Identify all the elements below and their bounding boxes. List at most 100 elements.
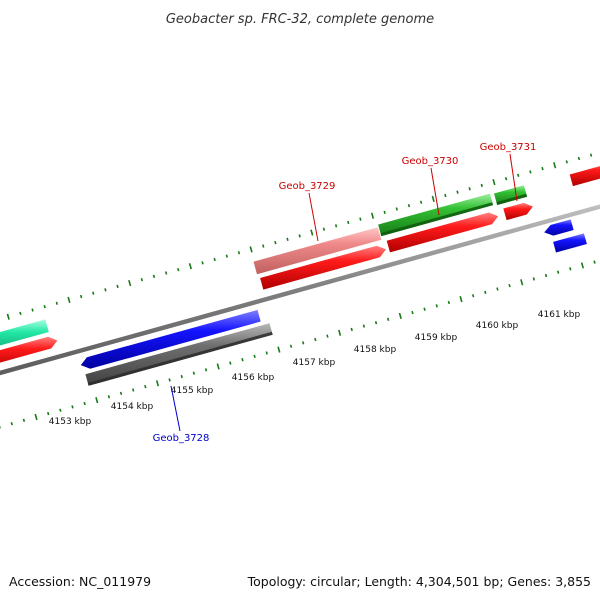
tick-mark-inner — [497, 288, 498, 291]
kbp-label: 4154 kbp — [111, 402, 154, 412]
feature-track — [0, 161, 600, 386]
tick-mark-inner — [436, 304, 437, 307]
tick-mark-inner — [315, 338, 316, 341]
tick-mark-outer — [530, 171, 531, 174]
gene-label: Geob_3731 — [480, 142, 537, 153]
tick-mark-inner — [230, 362, 231, 365]
tick-mark-inner — [546, 274, 547, 277]
genome-backbone — [0, 195, 600, 381]
tick-mark-inner — [351, 328, 352, 331]
tick-mark-inner — [473, 294, 474, 297]
tick-mark-outer — [348, 221, 349, 224]
tick-mark-inner — [84, 402, 85, 405]
tick-mark-inner — [217, 364, 219, 370]
tick-mark-inner — [570, 267, 571, 270]
tick-mark-inner — [278, 347, 280, 353]
tick-mark-inner — [121, 392, 122, 395]
tick-mark-outer — [311, 230, 313, 236]
tick-mark-inner — [339, 330, 341, 336]
tick-mark-inner — [254, 355, 255, 358]
tick-mark-inner — [327, 335, 328, 338]
tick-mark-outer — [141, 278, 142, 281]
tick-mark-outer — [202, 261, 203, 264]
tick-mark-outer — [263, 245, 264, 248]
tick-mark-inner — [60, 409, 61, 412]
tick-mark-outer — [554, 162, 556, 168]
tick-mark-inner — [388, 318, 389, 321]
tick-mark-outer — [250, 247, 252, 253]
kbp-label: 4161 kbp — [538, 310, 581, 320]
tick-mark-inner — [448, 301, 449, 304]
kbp-label: 4157 kbp — [293, 358, 336, 368]
kbp-label: 4156 kbp — [232, 373, 275, 383]
tick-mark-inner — [169, 378, 170, 381]
tick-mark-inner — [96, 397, 98, 403]
gene-label: Geob_3730 — [402, 156, 459, 167]
backbone-line — [0, 195, 600, 381]
tick-mark-inner — [266, 352, 267, 355]
tick-mark-inner — [594, 261, 595, 264]
tick-mark-outer — [324, 228, 325, 231]
tick-mark-outer — [214, 258, 215, 261]
tick-mark-inner — [521, 279, 523, 285]
tick-mark-inner — [485, 291, 486, 294]
gene-bar-blue-11 — [553, 233, 587, 252]
tick-mark-outer — [579, 157, 580, 160]
tick-mark-outer — [493, 179, 495, 185]
tick-mark-inner — [558, 271, 559, 274]
tick-mark-outer — [226, 255, 227, 258]
tick-mark-inner — [376, 321, 377, 324]
tick-mark-inner — [400, 313, 402, 319]
kbp-label: 4160 kbp — [476, 321, 519, 331]
kbp-label: 4159 kbp — [415, 333, 458, 343]
tick-mark-outer — [81, 295, 82, 298]
tick-mark-outer — [117, 285, 118, 288]
gene-label-leader — [431, 168, 439, 215]
tick-mark-inner — [509, 284, 510, 287]
tick-mark-inner — [72, 405, 73, 408]
tick-mark-outer — [178, 268, 179, 271]
tick-mark-inner — [181, 375, 182, 378]
tick-mark-inner — [533, 277, 534, 280]
tick-mark-outer — [32, 309, 33, 312]
tick-mark-outer — [336, 224, 337, 227]
gene-label: Geob_3728 — [153, 433, 210, 444]
tick-mark-inner — [194, 372, 195, 375]
tick-mark-outer — [372, 213, 374, 219]
tick-mark-outer — [166, 272, 167, 275]
tick-mark-outer — [432, 196, 434, 202]
tick-mark-outer — [68, 297, 70, 303]
tick-mark-inner — [11, 422, 12, 425]
tick-mark-outer — [20, 312, 21, 315]
tick-mark-inner — [303, 341, 304, 344]
tick-mark-outer — [154, 275, 155, 278]
gene-labels: Geob_3728 Geob_3729 Geob_3730 Geob_3731 — [153, 142, 537, 444]
tick-mark-outer — [44, 305, 45, 308]
tick-mark-outer — [384, 211, 385, 214]
tick-mark-outer — [457, 191, 458, 194]
tick-mark-inner — [145, 385, 146, 388]
tick-mark-outer — [105, 288, 106, 291]
tick-mark-outer — [518, 174, 519, 177]
tick-mark-outer — [287, 238, 288, 241]
tick-mark-outer — [396, 208, 397, 211]
tick-mark-outer — [275, 241, 276, 244]
tick-mark-inner — [582, 263, 584, 269]
gene-label: Geob_3729 — [279, 181, 336, 192]
tick-mark-inner — [24, 419, 25, 422]
tick-mark-outer — [299, 234, 300, 237]
tick-mark-outer — [239, 251, 240, 254]
tick-mark-outer — [190, 263, 192, 269]
tick-mark-outer — [445, 194, 446, 197]
tick-mark-outer — [506, 177, 507, 180]
tick-mark-inner — [242, 358, 243, 361]
tick-mark-outer — [421, 201, 422, 204]
tick-mark-inner — [291, 345, 292, 348]
tick-mark-outer — [409, 204, 410, 207]
cds-arrow-red-12 — [570, 161, 600, 186]
accession-text: Accession: NC_011979 — [9, 574, 151, 589]
kbp-label: 4158 kbp — [354, 345, 397, 355]
tick-mark-inner — [109, 395, 110, 398]
